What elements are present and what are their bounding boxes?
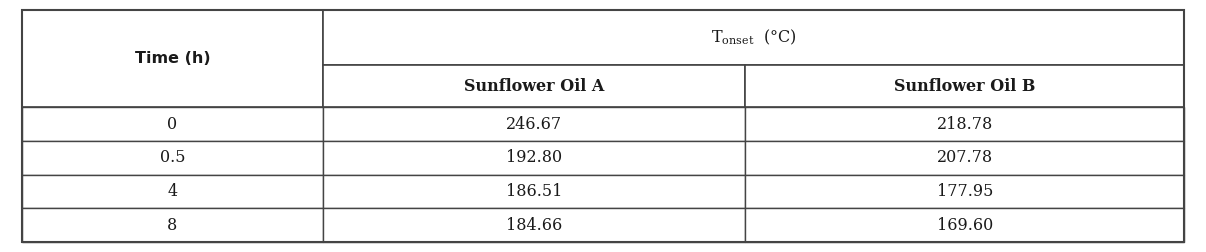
Text: 4: 4 [168,183,177,200]
Bar [323,10,1184,65]
Text: 8: 8 [168,217,177,234]
Text: 184.66: 184.66 [507,217,562,234]
Bar [745,107,1184,141]
Bar [745,141,1184,175]
Text: 207.78: 207.78 [937,149,993,166]
Text: 0: 0 [168,116,177,133]
Text: 192.80: 192.80 [507,149,562,166]
Bar [323,65,745,107]
Text: Sunflower Oil A: Sunflower Oil A [464,78,604,94]
Text: 186.51: 186.51 [507,183,562,200]
Text: Sunflower Oil B: Sunflower Oil B [894,78,1036,94]
Text: 0.5: 0.5 [159,149,186,166]
Bar [323,141,745,175]
Bar [22,175,323,208]
Text: 169.60: 169.60 [937,217,993,234]
Bar [22,107,323,141]
Bar [323,175,745,208]
Bar [323,107,745,141]
Bar [22,208,323,242]
Bar [745,65,1184,107]
Text: 177.95: 177.95 [937,183,993,200]
Bar [745,208,1184,242]
Text: $\mathregular{T_{onset}}$  (°C): $\mathregular{T_{onset}}$ (°C) [710,28,797,47]
Text: 218.78: 218.78 [937,116,993,133]
Bar [745,175,1184,208]
Bar [22,141,323,175]
Bar [323,208,745,242]
Bar [22,10,323,107]
Text: Time (h): Time (h) [135,51,210,66]
Text: 246.67: 246.67 [507,116,562,133]
